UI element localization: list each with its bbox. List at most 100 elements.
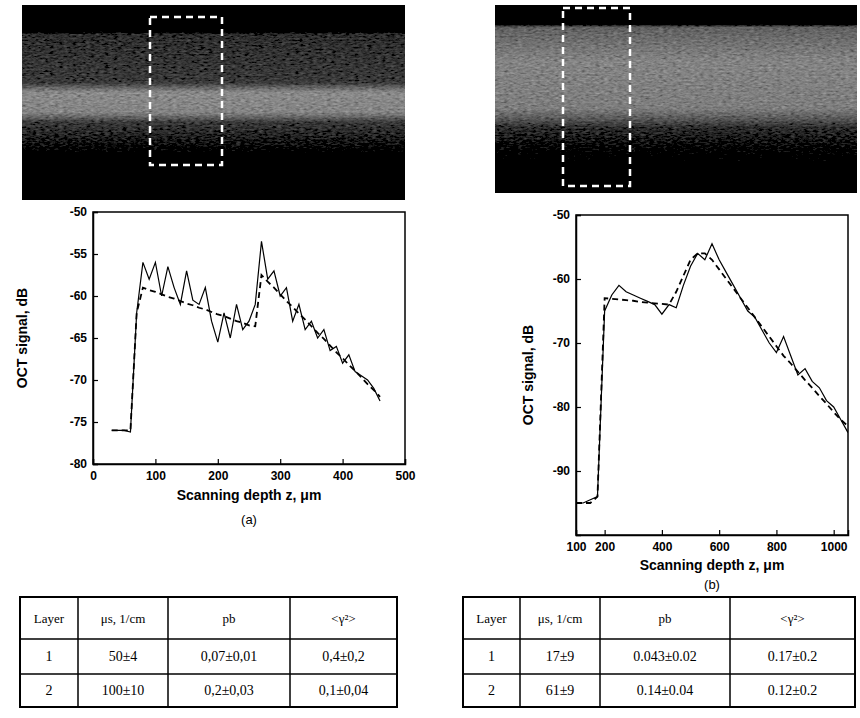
- table-rule: [729, 597, 731, 707]
- axis: 0 100 200 300 400 500: [90, 459, 416, 483]
- tick: 200: [208, 459, 228, 483]
- table-rule: [77, 597, 79, 707]
- table: Layer μs, 1/cm pb <γ²> 1 17±9 0.043±0.02 0.17±0…: [463, 597, 855, 707]
- tick-label: 200: [595, 540, 615, 554]
- tick: -65: [70, 331, 98, 345]
- y-axis-title: OCT signal, dB: [14, 288, 30, 388]
- table-cell: 100±10: [102, 683, 145, 698]
- table-rule: [289, 597, 291, 707]
- tick-label: -50: [70, 205, 88, 219]
- tick-mark: [93, 464, 98, 465]
- tick: -55: [70, 247, 98, 261]
- table-cell: 2: [46, 683, 53, 698]
- tick-mark: [576, 343, 581, 344]
- table-border: [20, 597, 397, 707]
- table-cell: 0.14±0.04: [637, 683, 694, 698]
- table-rule: [599, 597, 601, 707]
- table: Layerμs, 1/cmpb<γ²>150±40,07±0,010,4±0,2…: [20, 597, 397, 707]
- column-head: <γ²>: [331, 611, 355, 626]
- tick-label: -80: [70, 457, 88, 471]
- signal-line: [576, 244, 848, 503]
- tick: -80: [553, 400, 581, 414]
- axis: 100 200 400 600 800 1000: [566, 530, 848, 554]
- x-axis-title: Scanning depth z, μm: [640, 557, 785, 573]
- panel-label: (a): [241, 512, 257, 527]
- tick-label: -80: [553, 400, 571, 414]
- axis-line: [577, 216, 582, 536]
- table-cell: 1: [488, 649, 495, 664]
- tick-mark: [719, 530, 720, 535]
- tick-mark: [93, 422, 98, 423]
- axis: -80 -75 -70 -65 -60 -55 -50: [70, 205, 98, 471]
- table-cell: 0,1±0,04: [319, 683, 369, 698]
- tick-label: -60: [70, 289, 88, 303]
- tick: -80: [70, 457, 98, 471]
- tick-label: 400: [652, 540, 672, 554]
- tick-mark: [662, 530, 663, 535]
- table-cell: 0.043±0.02: [633, 649, 697, 664]
- table-cell: 0,2±0,03: [204, 683, 254, 698]
- selection-box: [150, 17, 222, 165]
- table-cell: 17±9: [546, 649, 575, 664]
- tick-mark: [218, 459, 219, 464]
- oct-image: [495, 5, 857, 193]
- tick-label: -70: [70, 373, 88, 387]
- plot-frame: [93, 212, 405, 464]
- tick-label: -75: [70, 415, 88, 429]
- table-rule: [463, 638, 855, 640]
- table-cell: 0.17±0.2: [768, 649, 818, 664]
- column-head: <γ²>: [780, 611, 804, 626]
- tick-label: 0: [90, 469, 97, 483]
- x-axis-title: Scanning depth z, μm: [177, 487, 322, 503]
- column-head: μs, 1/cm: [538, 611, 583, 626]
- axis-line: [94, 459, 406, 465]
- column-head: μs, 1/cm: [101, 611, 146, 626]
- tick-label: 100: [566, 540, 586, 554]
- table-rule: [463, 673, 855, 675]
- tick-label: 400: [333, 469, 353, 483]
- table-rule: [519, 597, 521, 707]
- tick: 200: [595, 530, 615, 554]
- tick-label: -90: [553, 464, 571, 478]
- tick-mark: [405, 459, 406, 464]
- tick-mark: [93, 338, 98, 339]
- tick-mark: [834, 530, 835, 535]
- table-rule: [167, 597, 169, 707]
- tick-label: -55: [70, 247, 88, 261]
- column-head: pb: [223, 611, 236, 626]
- tick: 300: [271, 459, 291, 483]
- tick-mark: [576, 279, 581, 280]
- axis-line: [577, 530, 849, 536]
- tick: -60: [553, 272, 581, 286]
- tick: 600: [710, 530, 730, 554]
- tick-label: 200: [208, 469, 228, 483]
- selection-box: [563, 8, 630, 186]
- tick: -90: [553, 464, 581, 478]
- plot-area: [112, 241, 380, 432]
- tick-mark: [576, 215, 581, 216]
- tick-mark: [93, 254, 98, 255]
- table-cell: 1: [46, 649, 53, 664]
- panel-label: (b): [704, 577, 720, 592]
- tick: 800: [767, 530, 787, 554]
- column-head: pb: [659, 611, 672, 626]
- signal-line: [112, 241, 380, 432]
- table-cell: 0,4±0,2: [322, 649, 365, 664]
- tick-mark: [93, 212, 98, 213]
- tick-label: -65: [70, 331, 88, 345]
- column-head: Layer: [34, 611, 65, 626]
- tick-mark: [280, 459, 281, 464]
- tick-mark: [343, 459, 344, 464]
- tick: 1000: [821, 530, 848, 554]
- tick: 500: [395, 459, 415, 483]
- table-cell: 0,07±0,01: [201, 649, 258, 664]
- table-cell: 2: [488, 683, 495, 698]
- tick-label: 500: [395, 469, 415, 483]
- tick: 100: [146, 459, 166, 483]
- table-border: [463, 597, 855, 707]
- column-head: Layer: [476, 611, 507, 626]
- axis-line: [94, 213, 99, 465]
- tick-mark: [776, 530, 777, 535]
- tick: 400: [333, 459, 353, 483]
- tick-mark: [605, 530, 606, 535]
